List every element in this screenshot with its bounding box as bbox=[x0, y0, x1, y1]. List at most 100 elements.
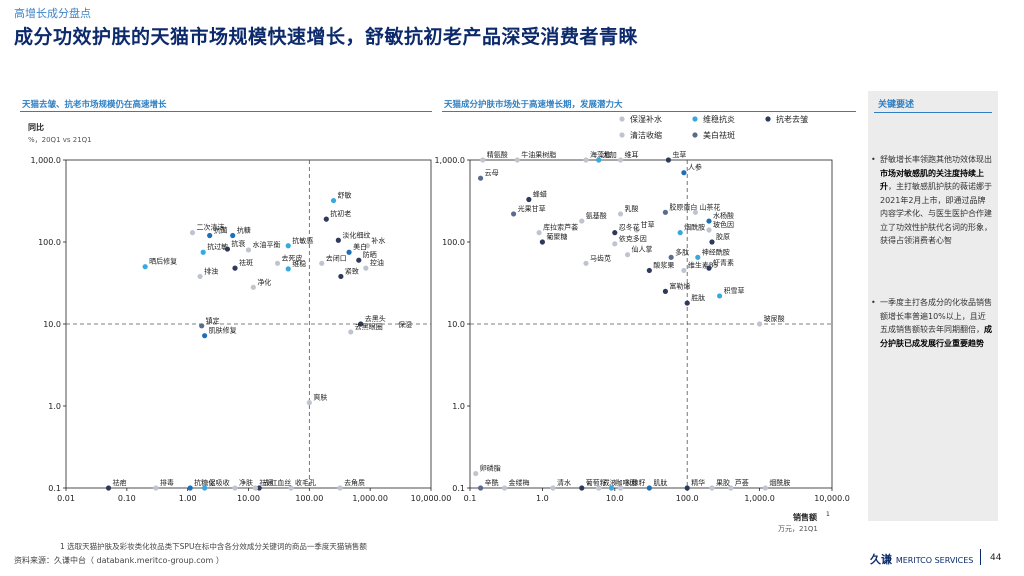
data-point-label: 爽肤 bbox=[313, 393, 327, 402]
data-point bbox=[199, 323, 205, 329]
data-point bbox=[728, 485, 734, 491]
data-point-label: 去死皮 bbox=[282, 253, 303, 262]
data-point-label: 酸浆果 bbox=[653, 260, 674, 269]
data-point-label: 虫草 bbox=[672, 150, 686, 159]
data-point bbox=[617, 485, 624, 491]
data-point-label: 维耳 bbox=[625, 150, 639, 159]
y-tick-label: 1,000.0 bbox=[30, 156, 61, 165]
data-point bbox=[692, 209, 699, 215]
data-point bbox=[579, 485, 585, 491]
y-axis-subtitle: %，20Q1 vs 21Q1 bbox=[28, 136, 92, 144]
data-point bbox=[646, 485, 652, 491]
data-point-label: 淡化细纹 bbox=[342, 230, 370, 239]
data-point-label: 卵磷脂 bbox=[480, 464, 501, 473]
data-point bbox=[189, 230, 196, 236]
data-point-label: 胜肽 bbox=[691, 293, 705, 302]
data-point-label: 山茶花 bbox=[699, 202, 720, 211]
data-point bbox=[338, 273, 344, 280]
footnote: 1 选取天猫护肤及彩妆类化妆品类下SPU在标中含各分效成分关键词的商品一季度天猫… bbox=[60, 542, 367, 551]
data-point bbox=[695, 254, 701, 260]
side-title-rule bbox=[874, 112, 992, 113]
data-point-label: 去红血丝 bbox=[263, 478, 291, 487]
legend-label: 清洁收缩 bbox=[630, 130, 662, 140]
data-point bbox=[501, 485, 508, 491]
data-point bbox=[288, 485, 294, 491]
data-point-label: 马齿苋 bbox=[590, 253, 611, 262]
bullet-dot-icon: • bbox=[871, 155, 876, 164]
data-point bbox=[608, 485, 615, 491]
data-point-label: 牛油果树脂 bbox=[521, 150, 556, 159]
data-point bbox=[617, 157, 624, 163]
data-point-label: 精华 bbox=[691, 478, 705, 487]
data-point bbox=[330, 197, 337, 204]
left-scatter-chart: 1,000.0 100.0 10.0 1.0 0.10.01 0.10 1.00 10.00 1… bbox=[28, 122, 451, 503]
data-point bbox=[285, 243, 291, 249]
data-point bbox=[230, 232, 236, 239]
data-point bbox=[477, 175, 484, 181]
data-point bbox=[252, 485, 259, 491]
data-point-label: 玻色因 bbox=[713, 220, 734, 229]
data-point-label: 镇定 bbox=[206, 316, 220, 325]
data-point-label: 海藻糖 bbox=[590, 150, 611, 159]
data-point-label: 虾青素 bbox=[713, 258, 734, 267]
data-point bbox=[526, 196, 532, 203]
x-tick-label: 10,000.00 bbox=[411, 494, 452, 503]
data-point bbox=[662, 209, 669, 215]
x-tick-label: 0.01 bbox=[57, 494, 75, 503]
data-point bbox=[684, 485, 690, 491]
data-point bbox=[539, 239, 546, 245]
x-tick-label: 0.10 bbox=[118, 494, 136, 503]
y-tick-label: 0.1 bbox=[452, 484, 465, 493]
data-point-label: 去黑眼圈 bbox=[355, 322, 383, 331]
data-point bbox=[187, 485, 193, 491]
data-point bbox=[346, 249, 352, 255]
threshold-label: 保湿 bbox=[398, 320, 412, 329]
data-point bbox=[197, 273, 203, 280]
data-point-label: 祛疤 bbox=[113, 478, 127, 487]
data-point bbox=[364, 243, 370, 249]
data-point-label: 祛斑 bbox=[239, 258, 253, 267]
data-point bbox=[202, 333, 208, 339]
meritco-logo: 久谦 MERITCO SERVICES bbox=[870, 551, 973, 567]
data-point-label: 葡聚糖 bbox=[546, 232, 567, 241]
source-line: 资料来源：久谦中台（ databank.meritco-group.com ） bbox=[14, 556, 224, 565]
data-point bbox=[624, 252, 631, 258]
data-point bbox=[684, 300, 690, 306]
side-title: 关键要述 bbox=[878, 100, 915, 110]
data-point-label: 沙棘籽 bbox=[625, 478, 646, 487]
data-point-label: 肌肤修复 bbox=[209, 326, 237, 335]
data-point-label: 促吸收 bbox=[209, 478, 230, 487]
data-point-label: 祛闭 bbox=[259, 478, 273, 487]
y-tick-label: 10.0 bbox=[43, 320, 61, 329]
data-point-label: 精氨酸 bbox=[487, 150, 508, 159]
data-point-label: 防晒 bbox=[363, 250, 377, 259]
x-axis-subtitle: 万元，21Q1 bbox=[778, 525, 818, 533]
data-point-label: 抗初老 bbox=[330, 209, 351, 218]
key-insights-panel: 关键要述 • 舒敏增长率领跑其他功效体现出市场对敏感肌的关注度持续上升，主打敏感… bbox=[868, 91, 998, 521]
data-point bbox=[153, 485, 159, 491]
data-point bbox=[665, 157, 672, 163]
bullet-dot-icon: • bbox=[871, 298, 876, 307]
bullet-1-text: 舒敏增长率领跑其他功效体现出 bbox=[880, 155, 992, 164]
legend-marker bbox=[765, 116, 771, 122]
data-point-label: 紧致 bbox=[345, 266, 359, 275]
data-point-label: 晒后修复 bbox=[149, 257, 177, 266]
data-point-label: 甘草 bbox=[641, 220, 655, 229]
data-point bbox=[356, 257, 362, 263]
data-point-label: 胶原 bbox=[716, 232, 730, 241]
data-point-label: 胶原蛋白 bbox=[669, 202, 697, 211]
legend-marker bbox=[619, 132, 625, 138]
data-point-label: 忍冬花 bbox=[619, 223, 640, 232]
bullet-1-bold: 市场对敏感肌的关注度持续上升 bbox=[880, 168, 984, 192]
data-point-label: 乳酸 bbox=[625, 204, 639, 213]
data-point-label: 芦荟 bbox=[735, 478, 749, 487]
data-point bbox=[579, 218, 585, 224]
bullet-2-bold: 成分护肤已成发展行业重要趋势 bbox=[880, 325, 992, 348]
data-point bbox=[480, 157, 486, 163]
data-point bbox=[224, 246, 231, 252]
data-point bbox=[207, 232, 213, 239]
data-point bbox=[319, 260, 325, 266]
data-point bbox=[596, 157, 602, 163]
left-title-rule bbox=[20, 111, 432, 112]
